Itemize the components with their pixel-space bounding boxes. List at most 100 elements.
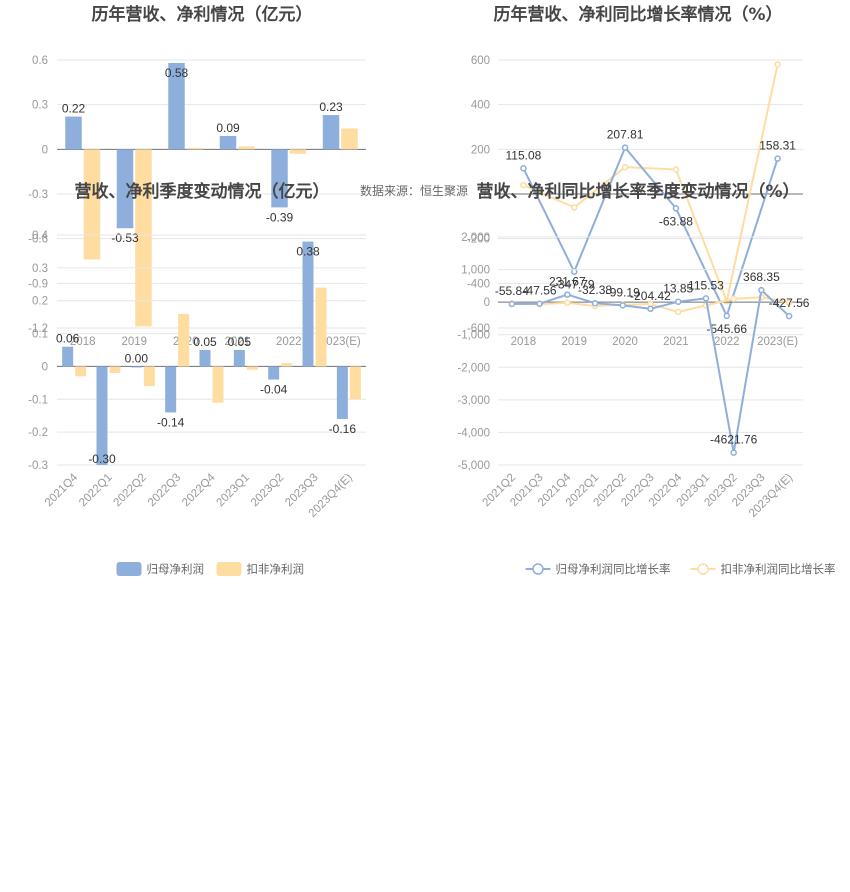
data-label: -55.84: [495, 284, 529, 298]
y-tick-label: 200: [471, 144, 490, 156]
x-tick-label: 2021Q4: [43, 471, 81, 509]
x-tick-label: 2023(E): [757, 336, 798, 348]
y-tick-label: 0.3: [32, 100, 48, 112]
data-point: [536, 300, 543, 307]
x-tick-label: 2022Q3: [146, 472, 183, 509]
data-label: 0.00: [125, 351, 149, 365]
y-tick-label: 0.6: [32, 55, 48, 67]
chart-1: 历年营收、净利情况（亿元） 0.6 0.3 0 -0.3 -0.6 -0.9 -1.2 2018…: [28, 4, 366, 348]
annual-charts-layer: 历年营收、净利情况（亿元） 0.6 0.3 0 -0.3 -0.6 -0.9 -1.2 2018…: [28, 4, 803, 348]
data-label: -0.14: [157, 415, 185, 429]
y-tick-label: 0.3: [32, 263, 48, 275]
data-label: 13.85: [663, 282, 693, 296]
x-tick-label: 2022: [276, 336, 302, 348]
chart-title: 历年营收、净利情况（亿元）: [92, 4, 313, 25]
x-tick-label: 2022Q4: [180, 471, 218, 509]
data-point: [702, 295, 710, 302]
y-tick-label: -0.2: [28, 427, 48, 439]
data-label: 0.05: [228, 335, 252, 349]
y-tick-label: 0: [42, 144, 48, 156]
y-tick-label: -2,000: [457, 362, 490, 374]
data-point: [758, 286, 765, 294]
data-point: [674, 298, 682, 305]
chart-2: 历年营收、净利同比增长率情况（%） 600 400 200 0 -200 -400 -600 2…: [467, 4, 803, 348]
bar-deducted-profit: [178, 313, 190, 367]
y-tick-label: -0.6: [28, 234, 48, 246]
bar-attributable-profit: [302, 241, 314, 367]
y-tick-label: 0.4: [32, 230, 49, 242]
data-point: [520, 181, 527, 189]
data-point: [672, 166, 680, 173]
bar-attributable-profit: [130, 366, 142, 368]
bar-attributable-profit: [219, 135, 237, 150]
data-point: [621, 163, 629, 171]
y-tick-label: 0.2: [32, 296, 48, 308]
data-label: -0.53: [111, 231, 139, 245]
legend-label[interactable]: 扣非净利润: [247, 562, 305, 576]
bar-deducted-profit: [143, 366, 155, 387]
data-label: 115.08: [506, 148, 542, 162]
x-tick-label: 2023(E): [320, 336, 361, 348]
legend-label[interactable]: 扣非净利润同比增长率: [721, 562, 836, 576]
y-tick-label: 0: [484, 297, 490, 309]
y-tick-label: -200: [467, 234, 490, 246]
x-tick-label: 2021: [224, 336, 250, 348]
data-point: [730, 295, 737, 303]
data-point: [564, 291, 571, 298]
source-note: 数据来源：恒生聚源: [360, 183, 468, 198]
data-point: [774, 61, 781, 68]
bar-attributable-profit: [62, 346, 74, 367]
data-label: -63.88: [659, 214, 693, 228]
data-label: -0.30: [88, 452, 116, 466]
y-tick-label: -5,000: [457, 460, 490, 472]
legend-swatch: [216, 562, 242, 576]
y-tick-label: -1,000: [457, 330, 490, 342]
data-label: -4621.76: [710, 433, 758, 447]
x-tick-label: 2022Q2: [112, 472, 149, 509]
data-point: [785, 299, 793, 306]
bar-deducted-profit: [349, 366, 361, 400]
data-label: 207.81: [607, 128, 644, 142]
bar-attributable-profit: [96, 366, 108, 465]
bar-deducted-profit: [281, 363, 293, 367]
data-point: [564, 299, 571, 307]
legend-marker: [532, 563, 544, 575]
data-label: -47.56: [523, 284, 557, 298]
bar-attributable-profit: [322, 115, 340, 150]
legend-label[interactable]: 归母净利润同比增长率: [556, 562, 671, 576]
bar-deducted-profit: [341, 128, 358, 150]
bar-attributable-profit: [271, 149, 288, 208]
data-label: 0.38: [296, 245, 320, 259]
y-tick-label: 1,000: [461, 265, 490, 277]
x-tick-label: 2021: [663, 336, 689, 348]
legend-swatch: [116, 562, 142, 576]
bar-deducted-profit: [289, 149, 307, 154]
y-tick-label: 2,000: [461, 232, 490, 244]
data-label: -0.16: [329, 422, 357, 436]
data-label: 0.58: [165, 66, 189, 80]
series-line-attributable-growth: [522, 145, 779, 319]
series-line-deducted-growth: [523, 64, 779, 305]
data-label: 158.31: [759, 139, 796, 153]
x-tick-label: 2022Q1: [77, 472, 114, 509]
data-point: [591, 299, 599, 307]
data-point: [508, 300, 516, 308]
data-label: -99.19: [606, 285, 640, 299]
data-point: [621, 144, 629, 151]
data-label: -347.79: [554, 278, 595, 292]
data-label: 231.67: [549, 275, 586, 289]
legend-label[interactable]: 归母净利润: [147, 562, 205, 576]
bar-attributable-profit: [168, 62, 185, 150]
data-point: [785, 312, 793, 320]
data-point: [619, 302, 627, 309]
chart-3: 营收、净利季度变动情况（亿元） 0.4 0.3 0.2 0.1 0 -0.1 -0.2 -0.3…: [28, 181, 366, 576]
data-label: 0.09: [216, 121, 240, 135]
y-tick-label: -3,000: [457, 395, 490, 407]
y-tick-label: -0.3: [28, 189, 48, 201]
chart-title: 营收、净利同比增长率季度变动情况（%）: [476, 181, 799, 202]
bar-attributable-profit: [199, 350, 211, 367]
chart-title: 营收、净利季度变动情况（亿元）: [75, 181, 330, 202]
x-tick-label: 2022: [714, 336, 740, 348]
y-tick-label: -0.1: [28, 394, 48, 406]
